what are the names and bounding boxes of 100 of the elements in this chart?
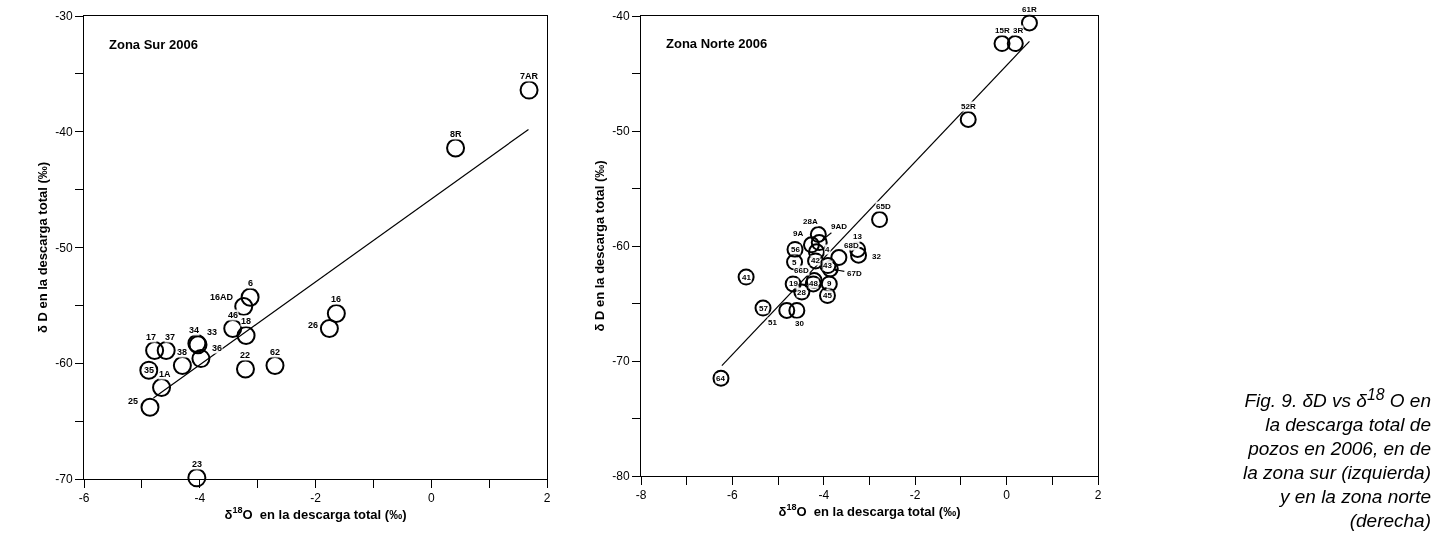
annotation: 65D [876,202,891,211]
point [993,35,1011,53]
annotation: 48 [809,279,819,288]
text: Zona Norte 2006 [666,36,768,51]
point [235,359,255,379]
y-tick-label: -40 [612,9,630,24]
point [156,341,176,361]
x-tick-label: -4 [194,491,206,506]
x-tick-label: -4 [818,488,830,503]
point [223,319,243,339]
annotation: 4 [825,245,830,254]
y-tick-label: -70 [612,354,630,369]
point [959,111,977,128]
annotation: 43 [823,261,833,270]
x-tick-label: -2 [909,488,921,503]
point [191,349,211,369]
annotation: 35 [144,365,155,375]
x-axis-title: δ$^{18}$O en la descarga total (‰) [224,505,407,522]
annotation: 30 [795,319,805,328]
annotation: 9AD [831,222,848,231]
annotation: 5 [792,258,797,267]
y-tick-label: -50 [55,240,73,255]
annotation: 8R [450,129,463,139]
annotation: 22 [240,350,251,360]
annotation: 36 [212,343,223,353]
point [152,378,172,398]
annotation: 51 [768,318,778,327]
annotation: 42 [811,256,821,265]
point [778,301,796,319]
point [1006,35,1024,53]
y-tick-label: -60 [55,356,73,371]
x-axis-title: δ$^{18}$O en la descarga total (‰) [778,502,961,519]
annotation: 56 [791,245,801,254]
x-tick-label: 2 [543,491,551,506]
annotation: 9 [827,279,832,288]
y-tick-label: -80 [612,469,630,484]
x-tick-label: -2 [310,491,322,506]
x-tick-label: 0 [1003,488,1011,503]
point [145,341,165,361]
annotation: 32 [872,252,882,261]
annotation: 7AR [520,71,539,81]
annotation: 13 [853,232,863,241]
annotation: 52R [961,102,976,111]
annotation: 15R [995,26,1010,35]
y-tick-label: -50 [612,124,630,139]
annotation: 68D [844,241,859,250]
annotation: 26 [308,320,319,330]
point [172,356,192,376]
annotation: 6 [248,278,254,288]
annotation: 57 [759,304,769,313]
annotation: 46 [228,310,239,320]
point [187,468,207,488]
x-tick-label: -6 [727,488,739,503]
annotation: 41 [742,273,752,282]
annotation: 62 [270,347,281,357]
annotation: 17 [146,332,157,342]
annotation: 66D [794,266,809,275]
annotation: 23 [192,459,203,469]
annotation: 33 [207,327,218,337]
point [871,211,889,229]
x-tick-label: -8 [635,488,647,503]
y-tick-label: -30 [55,9,73,24]
annotation: 38 [177,347,188,357]
x-tick-label: -6 [78,491,90,506]
annotation: 45 [823,291,833,300]
point [240,287,260,307]
y-tick-label: -60 [612,239,630,254]
point [319,319,339,339]
annotation: 18 [241,316,252,326]
point [326,303,346,323]
y-tick-label: -70 [55,472,73,487]
point [830,249,848,266]
annotation: 16 [331,294,342,304]
annotation: 25 [128,396,139,406]
annotation: 28A [803,217,818,226]
point [519,80,539,100]
annotation: 61R [1022,5,1037,14]
point [140,397,160,417]
point [788,301,806,319]
point [810,234,828,252]
annotation: 1A [159,369,172,379]
point [808,243,825,261]
annotation: 9A [793,229,804,238]
annotation: 28 [797,288,807,297]
point [236,325,256,345]
annotation: 19 [789,279,799,288]
annotation: 64 [716,374,726,383]
y-axis-title: δ D en la descarga total (‰) [592,160,608,332]
y-tick-label: -40 [55,124,73,139]
annotation: 34 [189,325,200,335]
x-tick-label: 0 [427,491,435,506]
point [265,356,285,376]
point [850,246,868,264]
annotation: 16AD [210,292,234,302]
point [802,236,820,254]
text: Zona Sur 2006 [109,37,198,52]
point [809,226,827,243]
x-tick-label: 2 [1094,488,1102,503]
caption: Fig. 9. δD vs δ$^{18}$ O en la descarga total de pozos en 2006, en de la zona sur (izquierda) y en la zona norte (derecha) [1242,385,1431,534]
annotation: 37 [165,332,176,342]
